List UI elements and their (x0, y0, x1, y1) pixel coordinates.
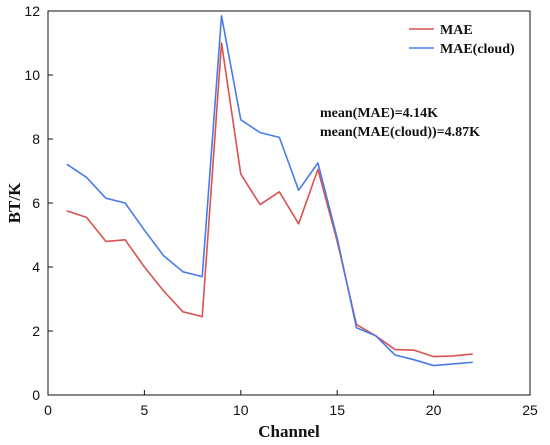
x-axis-title: Channel (258, 422, 320, 441)
y-tick-label: 10 (24, 67, 40, 83)
series-line-mae (66, 42, 473, 358)
annotation-mean-mae: mean(MAE)=4.14K (320, 106, 438, 121)
y-axis-ticks: 0 2 4 6 8 10 12 (24, 3, 53, 403)
plot-border (47, 10, 531, 396)
x-tick-label: 15 (329, 402, 345, 418)
series-layer (66, 15, 473, 367)
x-tick-label: 10 (233, 402, 249, 418)
legend: MAE MAE(cloud) (409, 23, 515, 57)
y-tick-label: 8 (32, 131, 40, 147)
y-tick-label: 2 (32, 323, 40, 339)
x-tick-label: 5 (141, 402, 149, 418)
y-tick-label: 12 (24, 3, 40, 19)
y-tick-label: 0 (32, 387, 40, 403)
legend-label-mae-cloud: MAE(cloud) (440, 42, 515, 57)
x-axis-ticks: 0 5 10 15 20 25 (44, 390, 538, 418)
x-tick-label: 0 (44, 402, 52, 418)
annotations: mean(MAE)=4.14K mean(MAE(cloud))=4.87K (320, 106, 480, 140)
plot-frame (47, 10, 531, 396)
annotation-mean-mae-cloud: mean(MAE(cloud))=4.87K (320, 125, 480, 140)
series-line-mae-cloud (66, 15, 473, 367)
x-tick-label: 20 (426, 402, 442, 418)
y-axis-title: BT/K (5, 182, 24, 223)
x-tick-label: 25 (522, 402, 538, 418)
y-tick-label: 6 (32, 195, 40, 211)
y-tick-label: 4 (32, 259, 40, 275)
legend-label-mae: MAE (440, 23, 473, 38)
